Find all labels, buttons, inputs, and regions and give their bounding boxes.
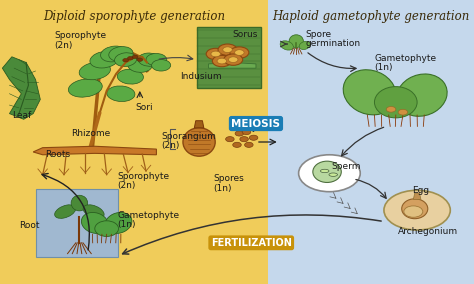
Ellipse shape	[183, 128, 215, 156]
Ellipse shape	[83, 205, 104, 218]
Ellipse shape	[152, 60, 171, 71]
Circle shape	[226, 137, 234, 142]
Circle shape	[299, 155, 360, 192]
Text: Spore: Spore	[306, 30, 332, 39]
Text: (2n): (2n)	[161, 141, 180, 150]
Ellipse shape	[343, 70, 396, 115]
Text: FERTILIZATION: FERTILIZATION	[211, 238, 292, 248]
Text: Sperm: Sperm	[332, 162, 361, 171]
Text: (2n): (2n)	[118, 181, 136, 190]
Text: Egg: Egg	[412, 186, 429, 195]
Text: Archegonium: Archegonium	[398, 227, 458, 236]
Ellipse shape	[128, 58, 152, 72]
Circle shape	[217, 58, 227, 64]
Circle shape	[230, 47, 249, 58]
Ellipse shape	[90, 51, 118, 68]
Circle shape	[132, 55, 138, 59]
Ellipse shape	[313, 161, 341, 183]
Ellipse shape	[374, 87, 417, 118]
Ellipse shape	[401, 199, 428, 219]
Circle shape	[223, 47, 232, 53]
Polygon shape	[2, 57, 40, 119]
Ellipse shape	[55, 205, 76, 218]
Text: Spores: Spores	[213, 174, 244, 183]
Circle shape	[228, 57, 238, 62]
Circle shape	[235, 131, 244, 136]
Text: Sorus: Sorus	[232, 30, 258, 39]
Circle shape	[212, 55, 231, 67]
Circle shape	[211, 51, 220, 57]
Polygon shape	[194, 121, 204, 128]
Text: (1n): (1n)	[118, 220, 136, 229]
Text: Root: Root	[19, 221, 39, 230]
Circle shape	[137, 58, 143, 61]
Ellipse shape	[105, 212, 132, 233]
Circle shape	[224, 54, 243, 65]
Text: Indusium: Indusium	[180, 72, 222, 81]
Ellipse shape	[117, 69, 144, 84]
Text: Leaf: Leaf	[12, 110, 31, 120]
Ellipse shape	[280, 41, 293, 50]
Circle shape	[123, 59, 128, 62]
Circle shape	[206, 48, 225, 60]
Ellipse shape	[289, 35, 303, 47]
Text: (2n): (2n)	[55, 41, 73, 50]
Ellipse shape	[397, 74, 447, 116]
Text: Haploid gametophyte generation: Haploid gametophyte generation	[272, 10, 470, 23]
Ellipse shape	[115, 53, 137, 66]
Ellipse shape	[100, 46, 127, 62]
Circle shape	[218, 44, 237, 55]
Text: Sporophyte: Sporophyte	[118, 172, 170, 181]
Circle shape	[245, 142, 253, 147]
Polygon shape	[33, 146, 156, 155]
Text: (1n): (1n)	[213, 183, 232, 193]
Circle shape	[240, 137, 248, 142]
Bar	[0, 0, 268, 284]
Circle shape	[404, 206, 423, 217]
Ellipse shape	[146, 53, 167, 66]
Circle shape	[398, 109, 408, 115]
Circle shape	[386, 106, 396, 112]
Ellipse shape	[107, 86, 135, 101]
Circle shape	[128, 57, 133, 60]
Text: Diploid sporophyte generation: Diploid sporophyte generation	[43, 10, 225, 23]
Ellipse shape	[71, 195, 88, 211]
Circle shape	[242, 130, 251, 135]
Ellipse shape	[320, 169, 329, 173]
Text: MEIOSIS: MEIOSIS	[231, 118, 281, 129]
Ellipse shape	[109, 47, 133, 61]
Text: Gametophyte: Gametophyte	[374, 54, 437, 63]
Polygon shape	[209, 62, 256, 68]
Circle shape	[249, 135, 258, 140]
Text: Roots: Roots	[45, 150, 70, 159]
Text: (1n): (1n)	[374, 63, 393, 72]
FancyBboxPatch shape	[197, 27, 261, 88]
Circle shape	[384, 190, 450, 230]
Text: Rhizome: Rhizome	[71, 129, 110, 138]
Ellipse shape	[79, 62, 110, 80]
Polygon shape	[413, 193, 421, 199]
Bar	[36, 189, 118, 257]
Text: Sori: Sori	[135, 103, 153, 112]
Text: germination: germination	[306, 39, 361, 48]
Ellipse shape	[82, 212, 108, 233]
Ellipse shape	[138, 53, 161, 66]
Bar	[268, 0, 474, 284]
Text: Gametophyte: Gametophyte	[118, 211, 180, 220]
Text: Sporangium: Sporangium	[161, 132, 216, 141]
Circle shape	[233, 142, 241, 147]
Ellipse shape	[299, 41, 310, 49]
Circle shape	[235, 50, 244, 55]
Ellipse shape	[329, 173, 337, 176]
Ellipse shape	[95, 221, 118, 236]
Text: Sporophyte: Sporophyte	[55, 31, 107, 40]
Ellipse shape	[68, 79, 102, 97]
